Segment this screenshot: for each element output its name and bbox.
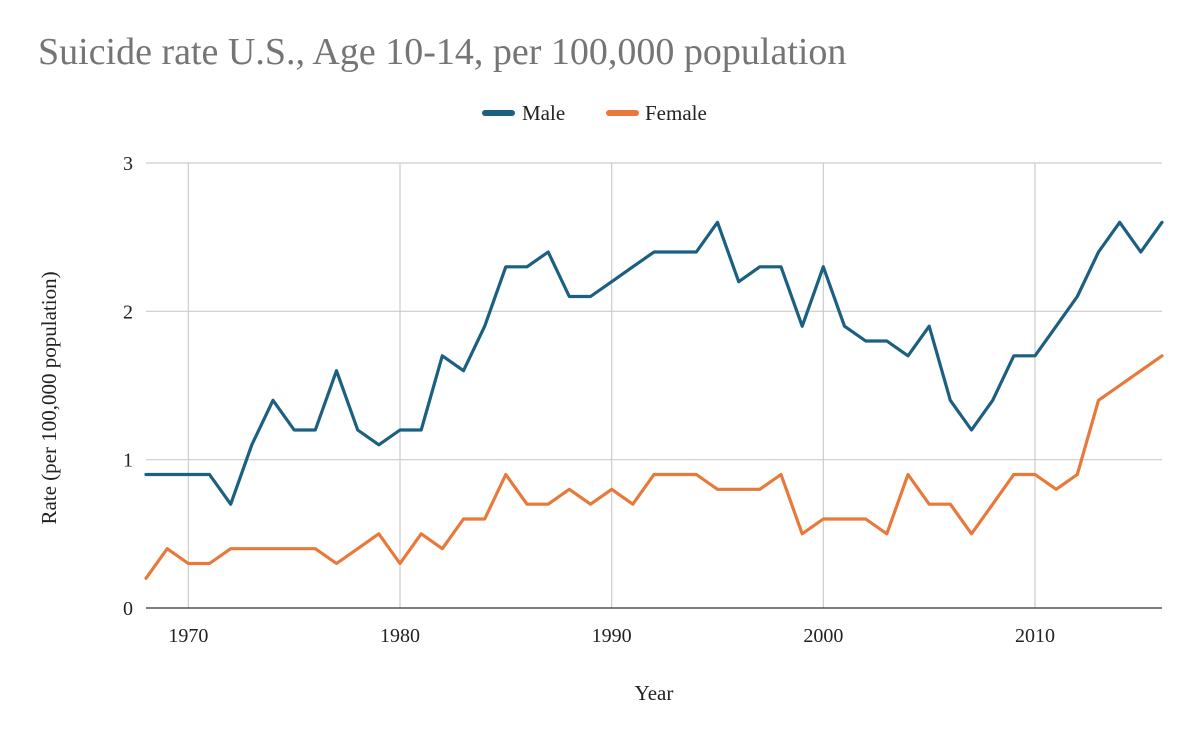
y-tick-label: 1 <box>123 450 133 472</box>
x-tick-label: 2010 <box>1015 625 1055 647</box>
grid <box>146 162 1162 608</box>
legend-label-female: Female <box>645 101 707 125</box>
series-lines <box>144 220 1164 580</box>
y-tick-label: 2 <box>123 301 133 323</box>
x-axis-title: Year <box>635 681 674 705</box>
axes: 0 1 2 3 1970 1980 1990 2000 2010 <box>123 153 1162 647</box>
y-tick-label: 3 <box>123 153 133 175</box>
legend-label-male: Male <box>522 101 565 125</box>
y-axis-title: Rate (per 100,000 population) <box>37 271 61 524</box>
x-tick-label: 1970 <box>168 625 208 647</box>
x-tick-label: 1990 <box>592 625 632 647</box>
series-line-female <box>144 354 1164 580</box>
y-tick-label: 0 <box>123 598 133 620</box>
x-tick-label: 1980 <box>380 625 420 647</box>
x-tick-label: 2000 <box>803 625 843 647</box>
legend: Male Female <box>482 101 707 125</box>
chart-title: Suicide rate U.S., Age 10-14, per 100,00… <box>38 31 847 73</box>
series-line-male <box>144 220 1164 506</box>
